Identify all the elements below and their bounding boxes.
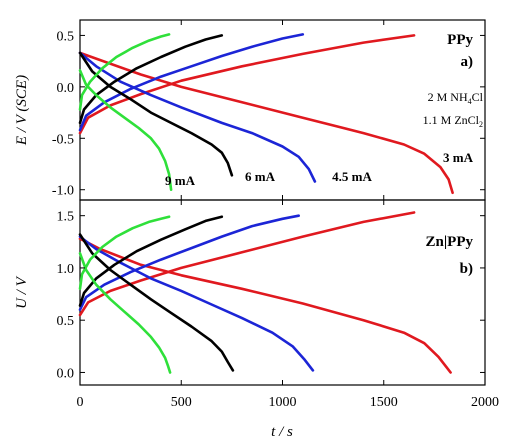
panel-b-xtick-label-3: 1500 [370, 395, 398, 410]
series-label-4-5ma: 4.5 mA [332, 169, 372, 184]
panel-b-ytick-label-0: 0.0 [57, 366, 75, 381]
panel-a-ylabel: E / V (SCE) [14, 75, 30, 146]
panel-a-series-3-charge [78, 33, 171, 111]
x-axis-label: t / s [271, 424, 293, 440]
panel-a-series-2-charge [78, 34, 224, 125]
panel-a-series-1-discharge [78, 51, 317, 183]
panel-a-series-0-charge [78, 34, 416, 135]
panel-b-y-ticks: 0.0 0.5 1.0 1.5 [57, 210, 485, 381]
panel-b-ylabel: U / V [14, 275, 30, 309]
panel-b-series-0-discharge [78, 237, 452, 374]
panel-a: -1.0 -0.5 0.0 0.5 E / V (SCE) PPy a) 2 M NH… [14, 19, 486, 201]
panel-b-ytick-label-2: 1.0 [57, 262, 75, 277]
panel-a-ytick-label-1: -0.5 [52, 132, 74, 147]
panel-a-ytick-label-3: 0.5 [57, 29, 75, 44]
series-label-9ma: 9 mA [165, 173, 196, 188]
series-label-3ma: 3 mA [443, 150, 474, 165]
panel-b-series-2-discharge [78, 233, 235, 372]
panel-a-series [78, 33, 454, 195]
panel-b-ytick-label-3: 1.5 [57, 210, 75, 225]
panel-a-title: PPy [447, 32, 473, 48]
panel-b-title: Zn|PPy [426, 234, 474, 250]
panel-a-x-ticks [79, 20, 486, 200]
panel-b-x-ticks: 0 500 1000 1500 2000 [77, 200, 499, 410]
electrolyte-annotation-2: 1.1 M ZnCl2 [423, 113, 483, 129]
panel-a-label: a) [461, 54, 474, 70]
panel-a-ytick-label-0: -1.0 [52, 184, 74, 199]
panel-a-series-3-discharge [78, 69, 173, 191]
panel-b-label: b) [460, 261, 473, 277]
panel-a-frame [79, 19, 486, 201]
panel-b-xtick-label-1: 500 [171, 395, 192, 410]
panel-b-series-1-discharge [78, 235, 315, 372]
panel-a-series-0-discharge [78, 51, 454, 195]
panel-a-ytick-label-2: 0.0 [57, 81, 75, 96]
panel-a-series-2-discharge [78, 51, 234, 177]
panel-b-series-3-discharge [78, 252, 172, 374]
panel-b-ytick-label-1: 0.5 [57, 314, 75, 329]
panel-a-series-1-charge [78, 33, 305, 132]
panel-b-series-2-charge [78, 215, 224, 307]
panel-a-y-ticks: -1.0 -0.5 0.0 0.5 [52, 29, 485, 199]
panel-b-xtick-label-4: 2000 [471, 395, 499, 410]
panel-b-xtick-label-2: 1000 [269, 395, 297, 410]
panel-b: 0.0 0.5 1.0 1.5 0 500 1000 1500 2000 U / V Zn|P… [14, 199, 499, 440]
panel-b-xtick-label-0: 0 [77, 395, 84, 410]
electrolyte-annotation-1: 2 M NH4Cl [428, 90, 484, 106]
panel-b-series [78, 211, 452, 374]
series-label-6ma: 6 mA [245, 169, 276, 184]
panel-b-series-1-charge [78, 214, 301, 312]
panel-b-series-0-charge [78, 211, 416, 317]
